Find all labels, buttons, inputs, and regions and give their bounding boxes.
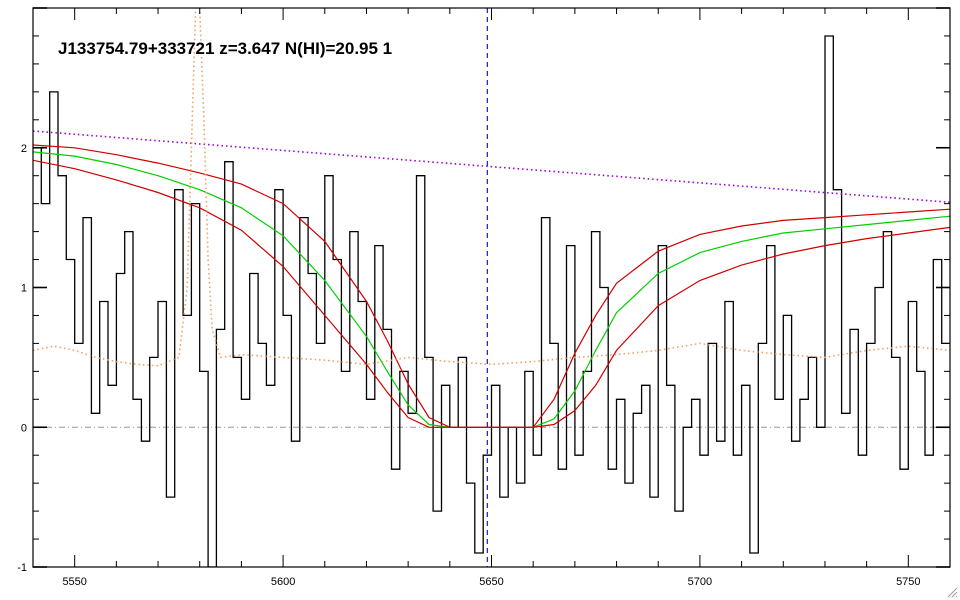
x-tick-label: 5600 (271, 576, 295, 588)
x-tick-label: 5650 (479, 576, 503, 588)
y-tick-label: 1 (21, 283, 27, 295)
x-tick-label: 5550 (62, 576, 86, 588)
resize-grip-icon[interactable] (946, 586, 958, 598)
series-line-5 (33, 8, 950, 367)
y-tick-label: -1 (17, 562, 27, 574)
y-tick-label: 2 (21, 143, 27, 155)
x-tick-label: 5750 (896, 576, 920, 588)
chart-title: J133754.79+333721 z=3.647 N(HI)=20.95 1 (58, 39, 392, 58)
plot-frame (32, 7, 951, 568)
x-tick-label: 5700 (688, 576, 712, 588)
series-line-3 (33, 159, 950, 428)
y-tick-label: 0 (21, 422, 27, 434)
series-line-4 (33, 130, 950, 204)
series-line-0 (33, 35, 950, 567)
